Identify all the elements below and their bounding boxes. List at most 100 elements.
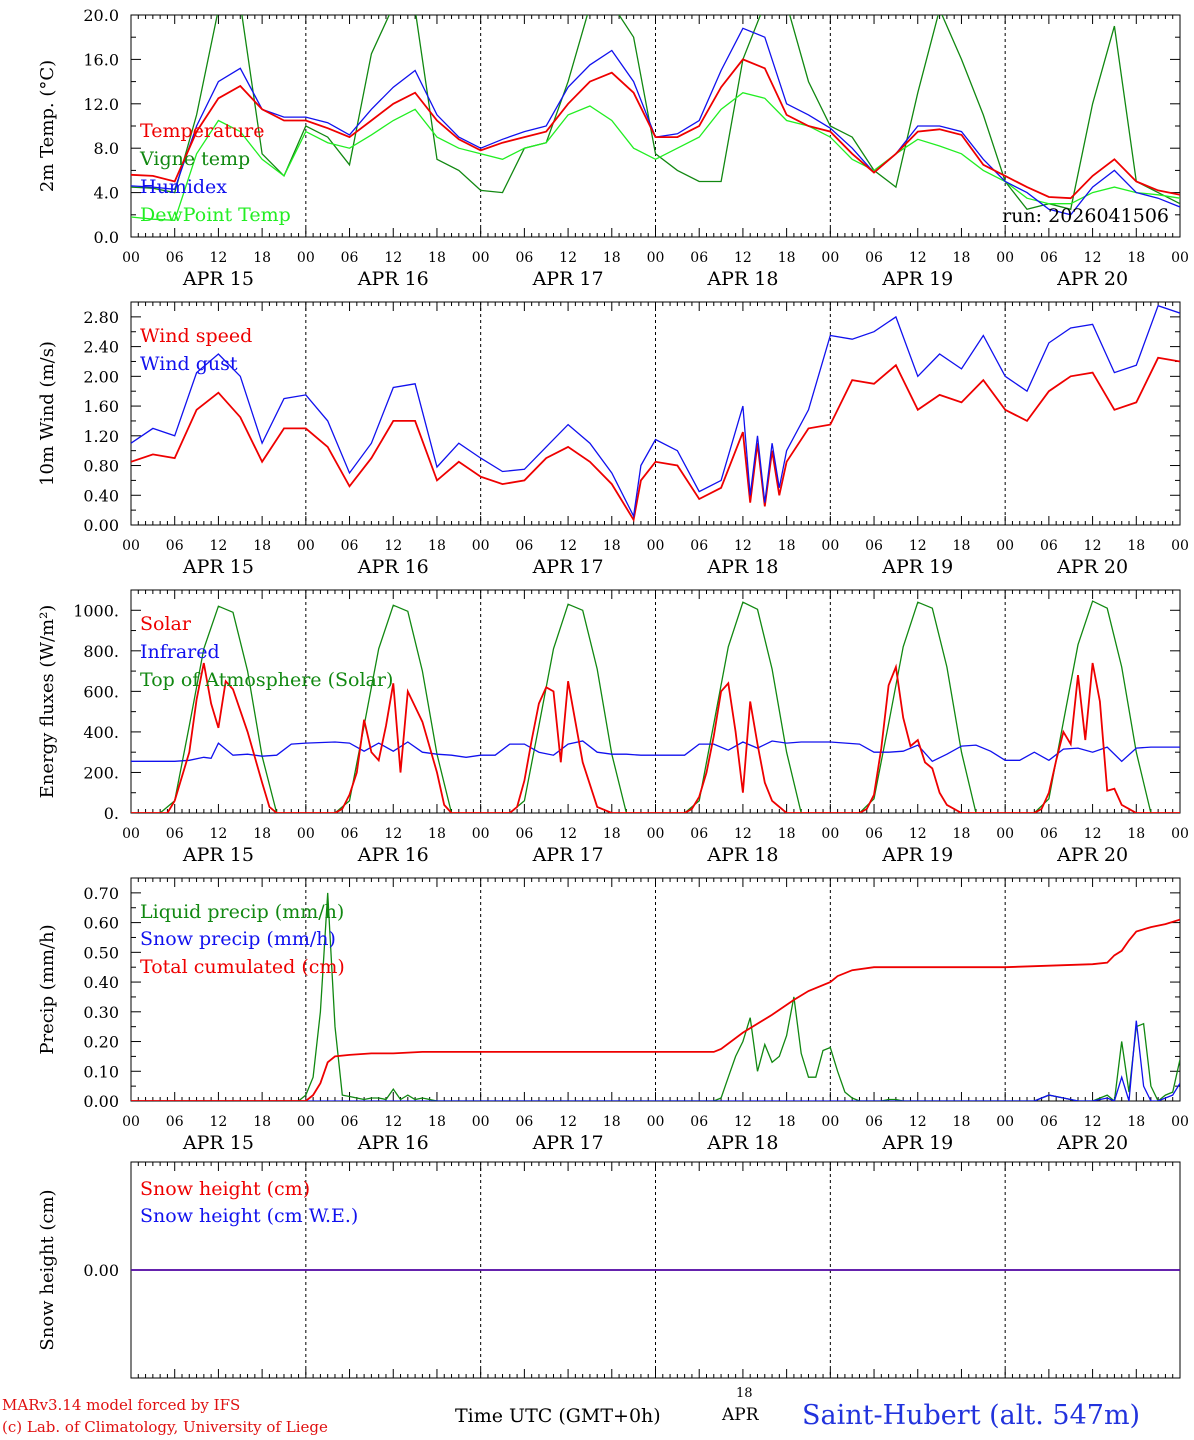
hour-tick-label: 06 (166, 826, 184, 842)
day-label: APR 17 (532, 268, 604, 290)
y-tick-label: 0.0 (94, 228, 119, 247)
legend-entry: Solar (140, 613, 192, 635)
day-label: APR 18 (706, 844, 778, 866)
hour-tick-label: 18 (428, 250, 446, 266)
hour-tick-label: 00 (472, 538, 490, 554)
legend-entry: Snow precip (mm/h) (140, 928, 336, 950)
y-tick-label: 400. (83, 723, 119, 742)
hour-tick-label: 00 (647, 538, 665, 554)
hour-tick-label: 18 (428, 826, 446, 842)
hour-tick-label: 12 (734, 538, 752, 554)
y-tick-label: 0. (104, 804, 119, 823)
y-axis-label: 2m Temp. (°C) (37, 60, 58, 192)
hour-tick-label: 06 (515, 250, 533, 266)
hour-tick-label: 18 (953, 1114, 971, 1130)
panel-energy: 00 06 12 18 00 06 12 18 00 06 12 18 00 06 12 18 00 06 12 18… (37, 589, 1189, 866)
hour-tick-label: 00 (297, 538, 315, 554)
meteogram: 00 06 12 18 00 06 12 18 00 06 12 18 00 06 12 18 00 06 12 18… (37, 6, 1189, 1379)
hour-tick-label: 06 (690, 826, 708, 842)
series-line-humidex (131, 27, 1180, 216)
day-label: APR 19 (881, 268, 953, 290)
y-tick-label: 0.60 (83, 914, 119, 933)
hour-tick-label: 12 (559, 250, 577, 266)
legend-entry: Infrared (140, 641, 220, 663)
y-tick-label: 2.40 (83, 338, 119, 357)
y-tick-label: 0.40 (83, 973, 119, 992)
hour-tick-label: 06 (166, 250, 184, 266)
hour-tick-label: 12 (559, 826, 577, 842)
hour-tick-label: 18 (1127, 1114, 1145, 1130)
hour-tick-label: 12 (210, 250, 228, 266)
hour-tick-label: 12 (734, 1114, 752, 1130)
series-line-liquid-precip-mm-h (131, 892, 1180, 1101)
day-label: APR 15 (182, 1132, 254, 1154)
y-tick-label: 12.0 (83, 95, 119, 114)
hour-tick-label: 06 (515, 826, 533, 842)
hour-tick-label: 00 (297, 250, 315, 266)
panel-precip: 00 06 12 18 00 06 12 18 00 06 12 18 00 06 12 18 00 06 12 18… (37, 877, 1189, 1154)
hour-tick-label: 06 (341, 826, 359, 842)
y-tick-label: 1000. (73, 601, 119, 620)
hour-tick-label: 06 (865, 1114, 883, 1130)
hour-tick-label: 00 (297, 1114, 315, 1130)
hour-tick-label: 12 (384, 250, 402, 266)
hour-tick-label: 00 (122, 250, 140, 266)
y-tick-label: 0.00 (83, 516, 119, 535)
station-title: Saint-Hubert (alt. 547m) (802, 1400, 1141, 1431)
hour-tick-label: 00 (996, 250, 1014, 266)
y-axis-label: Precip (mm/h) (37, 924, 58, 1054)
hour-tick-label: 18 (953, 250, 971, 266)
hour-tick-label: 06 (1040, 826, 1058, 842)
panel-frame (130, 301, 1181, 526)
hour-tick-label: 12 (909, 826, 927, 842)
legend-entry: Humidex (140, 176, 227, 198)
hour-tick-label: 06 (690, 250, 708, 266)
day-label: APR 20 (1056, 556, 1128, 578)
y-tick-label: 0.50 (83, 943, 119, 962)
hour-tick-label: 06 (1040, 1114, 1058, 1130)
legend-entry: Snow height (cm) (140, 1178, 310, 1200)
y-tick-label: 1.60 (83, 397, 119, 416)
hour-tick-label: 18 (953, 538, 971, 554)
hour-tick-label: 12 (559, 1114, 577, 1130)
y-tick-label: 4.0 (94, 184, 119, 203)
y-tick-label: 2.80 (83, 308, 119, 327)
hour-tick-label: 18 (253, 1114, 271, 1130)
panel-snow: 0.00 Snow height (cm) Snow height (cm) Snow… (37, 1161, 1181, 1379)
day-label: APR 19 (881, 844, 953, 866)
series-line-solar (131, 662, 1180, 813)
hour-tick-label: 06 (515, 1114, 533, 1130)
hour-tick-label: 18 (778, 538, 796, 554)
day-label: APR 16 (357, 1132, 429, 1154)
y-tick-label: 16.0 (83, 50, 119, 69)
lab-credit: (c) Lab. of Climatology, University of L… (2, 1418, 328, 1436)
hour-tick-label: 18 (253, 250, 271, 266)
legend-entry: Snow height (cm W.E.) (140, 1205, 358, 1227)
y-tick-label: 0.30 (83, 1003, 119, 1022)
day-label: APR 16 (357, 556, 429, 578)
hour-tick-label: 06 (341, 538, 359, 554)
time-axis-label: Time UTC (GMT+0h) (455, 1405, 661, 1427)
legend-entry: Top of Atmosphere (Solar) (140, 669, 393, 691)
y-tick-label: 20.0 (83, 6, 119, 25)
y-tick-label: 0.10 (83, 1062, 119, 1081)
y-axis-label: 10m Wind (m/s) (37, 341, 58, 486)
run-annotation: run: 2026041506 (1002, 205, 1169, 227)
day-label: APR 17 (532, 844, 604, 866)
bottom-day-label: APR (722, 1405, 759, 1425)
hour-tick-label: 12 (384, 1114, 402, 1130)
day-label: APR 17 (532, 556, 604, 578)
hour-tick-label: 00 (647, 250, 665, 266)
hour-tick-label: 06 (690, 538, 708, 554)
panel-temp: 00 06 12 18 00 06 12 18 00 06 12 18 00 06 12 18 00 06 12 18… (37, 6, 1189, 290)
legend-entry: Wind gust (140, 353, 238, 375)
hour-tick-label: 18 (778, 1114, 796, 1130)
hour-tick-label: 12 (210, 1114, 228, 1130)
hour-tick-label: 12 (909, 1114, 927, 1130)
hour-tick-label: 00 (122, 1114, 140, 1130)
hour-tick-label: 18 (1127, 538, 1145, 554)
hour-tick-label: 00 (821, 538, 839, 554)
hour-tick-label: 18 (428, 538, 446, 554)
legend-entry: Temperature (140, 120, 264, 142)
hour-tick-label: 06 (1040, 250, 1058, 266)
